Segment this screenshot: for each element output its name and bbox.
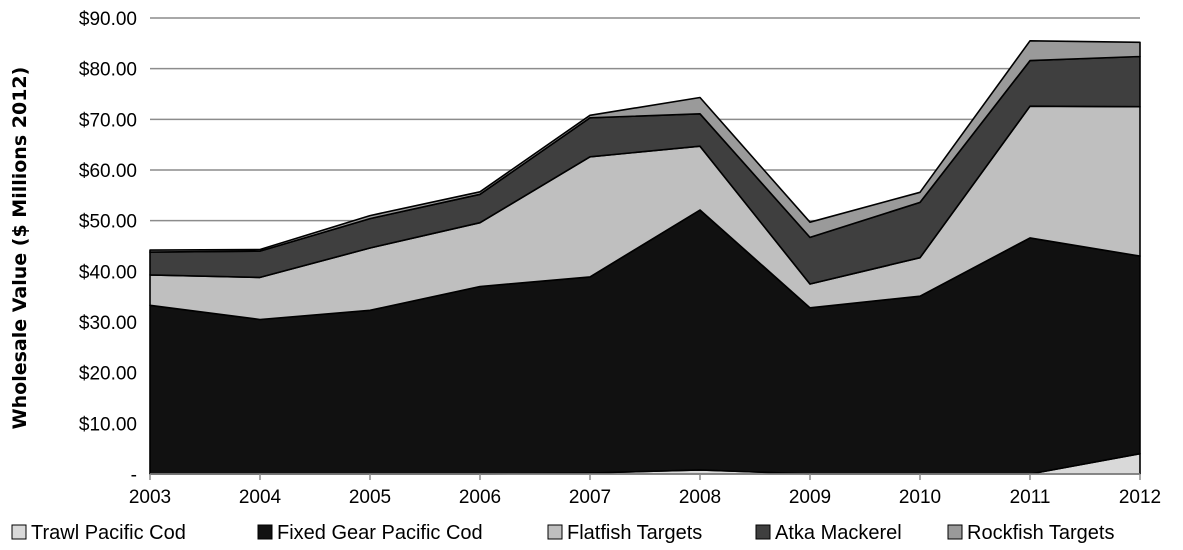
y-tick-label: $40.00 bbox=[79, 262, 137, 283]
x-tick-label: 2005 bbox=[349, 487, 391, 508]
y-tick-label: $70.00 bbox=[79, 110, 137, 131]
x-tick-label: 2010 bbox=[899, 487, 941, 508]
y-tick-label: $20.00 bbox=[79, 364, 137, 385]
y-tick-label: $50.00 bbox=[79, 212, 137, 233]
legend-swatch bbox=[257, 524, 273, 540]
x-tick-label: 2011 bbox=[1010, 487, 1051, 508]
x-tick-label: 2006 bbox=[459, 487, 501, 508]
y-tick-label: $80.00 bbox=[79, 60, 137, 81]
legend-item: Atka Mackerel bbox=[755, 522, 902, 544]
stacked-areas bbox=[149, 40, 1141, 475]
legend-item: Fixed Gear Pacific Cod bbox=[257, 522, 483, 544]
y-tick-label: $90.00 bbox=[79, 9, 137, 30]
legend-swatch bbox=[755, 524, 771, 540]
x-tick-labels: 2003 2004 2005 2006 2007 2008 2009 2010 2011 2012 bbox=[129, 487, 1161, 508]
x-tick-label: 2007 bbox=[569, 487, 611, 508]
legend-label: Flatfish Targets bbox=[567, 522, 702, 544]
y-axis-label: Wholesale Value ($ Millions 2012) bbox=[9, 67, 31, 430]
legend-swatch bbox=[947, 524, 963, 540]
legend-label: Fixed Gear Pacific Cod bbox=[277, 522, 483, 544]
legend-label: Trawl Pacific Cod bbox=[31, 522, 186, 544]
legend-label: Rockfish Targets bbox=[967, 522, 1114, 544]
area-rockfish-targets bbox=[149, 40, 1141, 253]
legend-swatch bbox=[547, 524, 563, 540]
legend: Trawl Pacific Cod Fixed Gear Pacific Cod F… bbox=[11, 522, 1114, 544]
x-tick-label: 2003 bbox=[129, 487, 171, 508]
y-tick-label: $10.00 bbox=[79, 414, 137, 435]
legend-item: Trawl Pacific Cod bbox=[11, 522, 186, 544]
x-tick-label: 2008 bbox=[679, 487, 721, 508]
x-tick-label: 2009 bbox=[789, 487, 831, 508]
y-tick-labels: - $10.00 $20.00 $30.00 $40.00 $50.00 $60.00 $70… bbox=[79, 9, 137, 486]
x-tick-label: 2004 bbox=[239, 487, 282, 508]
legend-swatch bbox=[11, 524, 27, 540]
y-tick-label: $30.00 bbox=[79, 313, 137, 334]
legend-item: Rockfish Targets bbox=[947, 522, 1114, 544]
x-tick-label: 2012 bbox=[1119, 487, 1161, 508]
legend-item: Flatfish Targets bbox=[547, 522, 702, 544]
axes bbox=[149, 473, 1141, 480]
y-tick-label: $60.00 bbox=[79, 161, 137, 182]
legend-label: Atka Mackerel bbox=[775, 522, 902, 544]
y-tick-label: - bbox=[131, 465, 137, 486]
